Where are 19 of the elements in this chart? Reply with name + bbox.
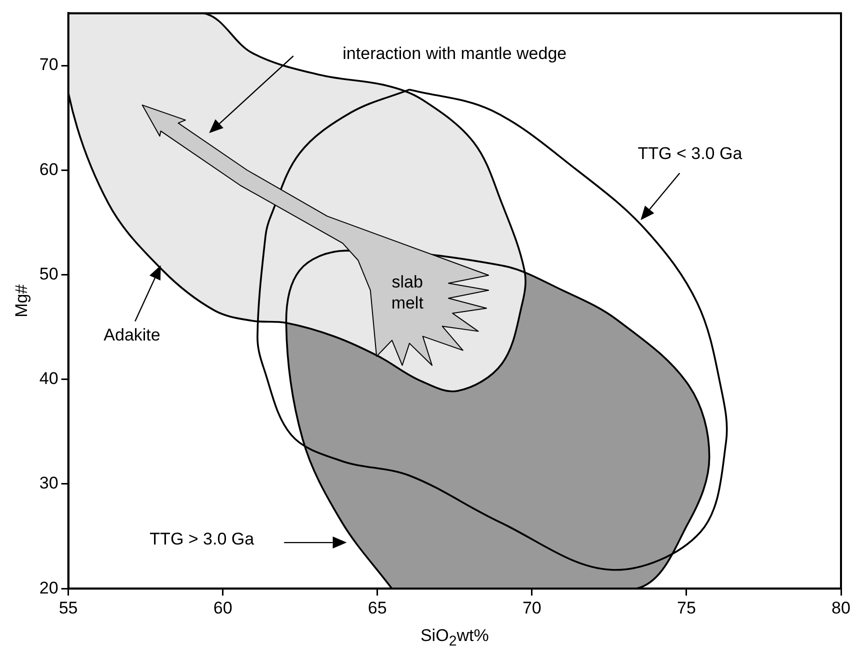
annotation: TTG > 3.0 Ga (150, 530, 255, 550)
x-tick-label: 65 (368, 598, 387, 618)
y-tick-label: 70 (39, 55, 58, 74)
x-tick-label: 60 (213, 598, 232, 618)
x-tick-label: 55 (58, 598, 78, 618)
annotation: interaction with mantle wedge (342, 44, 567, 64)
y-tick-label: 30 (39, 474, 58, 493)
y-tick-label: 40 (39, 369, 58, 388)
y-tick-label: 60 (39, 160, 58, 179)
y-tick-label: 20 (39, 578, 58, 598)
x-tick-label: 70 (522, 598, 542, 618)
annotation: slab melt (391, 272, 424, 313)
annotation: TTG < 3.0 Ga (638, 144, 743, 164)
y-tick-label: 50 (39, 264, 58, 284)
y-axis-title: Mg# (12, 284, 31, 318)
x-tick-label: 80 (832, 598, 850, 618)
annotation: Adakite (104, 326, 160, 345)
x-axis-title: SiO$_{2}$wt% (420, 626, 489, 650)
x-tick-label: 75 (677, 598, 696, 618)
